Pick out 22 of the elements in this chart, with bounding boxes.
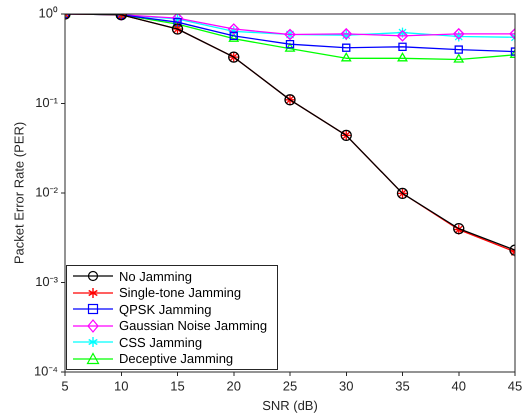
x-axis-title: SNR (dB): [262, 398, 318, 413]
x-tick-label: 40: [452, 378, 466, 394]
y-tick-label: 10⁻³: [35, 274, 59, 290]
x-tick-label: 30: [339, 378, 354, 394]
y-axis-title: Packet Error Rate (PER): [11, 122, 26, 264]
legend-label: Deceptive Jamming: [119, 351, 234, 366]
x-tick-label: 15: [170, 378, 185, 394]
x-tick-label: 5: [61, 378, 69, 394]
legend-label: Gaussian Noise Jamming: [119, 318, 268, 334]
y-tick-label: 10⁻⁴: [34, 364, 58, 379]
legend-label: QPSK Jamming: [119, 302, 212, 317]
legend-label: Single-tone Jamming: [119, 285, 242, 300]
x-tick-label: 35: [395, 378, 410, 394]
y-tick-label: 10⁻¹: [35, 95, 59, 110]
x-tick-label: 25: [282, 378, 298, 394]
y-tick-label: 10⁰: [38, 6, 58, 21]
y-tick-label: 10⁻²: [35, 184, 59, 200]
x-tick-label: 10: [114, 378, 128, 394]
x-tick-label: 20: [226, 378, 241, 394]
legend-label: CSS Jamming: [119, 334, 202, 350]
x-tick-label: 45: [508, 378, 522, 394]
legend-label: No Jamming: [119, 268, 192, 284]
